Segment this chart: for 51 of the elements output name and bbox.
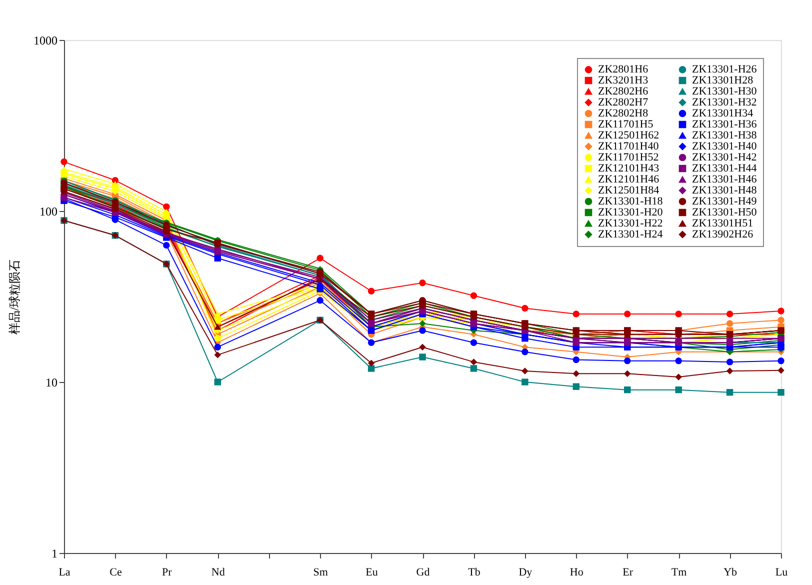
legend-label: ZK2802H8 — [598, 108, 649, 120]
legend-label: ZK13301-H20 — [598, 206, 664, 218]
legend-label: ZK2801H6 — [598, 64, 649, 76]
legend-label: ZK13301-H38 — [692, 130, 758, 142]
legend-label: ZK13301-H26 — [692, 64, 758, 76]
legend-label: ZK12501H84 — [598, 184, 660, 196]
legend-label: ZK11701H40 — [598, 140, 660, 152]
legend-label: ZK13301-H44 — [692, 162, 758, 174]
legend-label: ZK12101H43 — [598, 162, 660, 174]
legend-label: ZK13301-H49 — [692, 196, 758, 208]
legend-label: ZK13301H34 — [692, 108, 754, 120]
legend-label: ZK2802H7 — [598, 96, 649, 108]
legend-label: ZK13301H51 — [692, 218, 754, 230]
legend-label: ZK13301-H22 — [598, 218, 663, 230]
y-tick-label: 100 — [40, 204, 58, 218]
legend-label: ZK13902H26 — [692, 228, 754, 240]
x-tick-label: Eu — [366, 566, 378, 578]
legend-label: ZK11701H5 — [598, 118, 654, 130]
legend-label: ZK13301-H18 — [598, 196, 664, 208]
legend-label: ZK13301-H30 — [692, 86, 758, 98]
y-axis-title: 样品/球粒陨石 — [8, 259, 22, 335]
x-tick-label: Yb — [724, 566, 738, 578]
x-tick-label: Ce — [110, 566, 122, 578]
y-tick-label: 10 — [46, 376, 58, 390]
legend-label: ZK3201H3 — [598, 74, 649, 86]
x-tick-label: Sm — [313, 566, 328, 578]
x-tick-label: Gd — [416, 566, 430, 578]
legend-label: ZK13301-H42 — [692, 152, 757, 164]
x-tick-label: Ho — [570, 566, 584, 578]
x-tick-label: Er — [622, 566, 634, 578]
legend-label: ZK13301-H46 — [692, 174, 758, 186]
legend-label: ZK13301-H36 — [692, 118, 758, 130]
legend-label: ZK13301-H40 — [692, 140, 758, 152]
legend-label: ZK13301H28 — [692, 74, 754, 86]
legend-label: ZK2802H6 — [598, 86, 649, 98]
x-tick-label: La — [58, 566, 70, 578]
y-tick-label: 1 — [52, 546, 58, 560]
x-tick-label: Tb — [468, 566, 481, 578]
x-tick-label: Pr — [162, 566, 172, 578]
legend-label: ZK12501H62 — [598, 130, 660, 142]
y-tick-label: 1000 — [34, 34, 58, 48]
x-tick-label: Lu — [775, 566, 788, 578]
x-tick-label: Nd — [211, 566, 226, 578]
x-tick-label: Dy — [518, 566, 533, 578]
legend-label: ZK13301-H50 — [692, 206, 758, 218]
legend-label: ZK11701H52 — [598, 152, 659, 164]
legend-label: ZK13301-H32 — [692, 96, 757, 108]
x-tick-label: Tm — [671, 566, 688, 578]
legend-label: ZK12101H46 — [598, 174, 660, 186]
legend-label: ZK13301-H48 — [692, 184, 758, 196]
legend-label: ZK13301-H24 — [598, 228, 664, 240]
